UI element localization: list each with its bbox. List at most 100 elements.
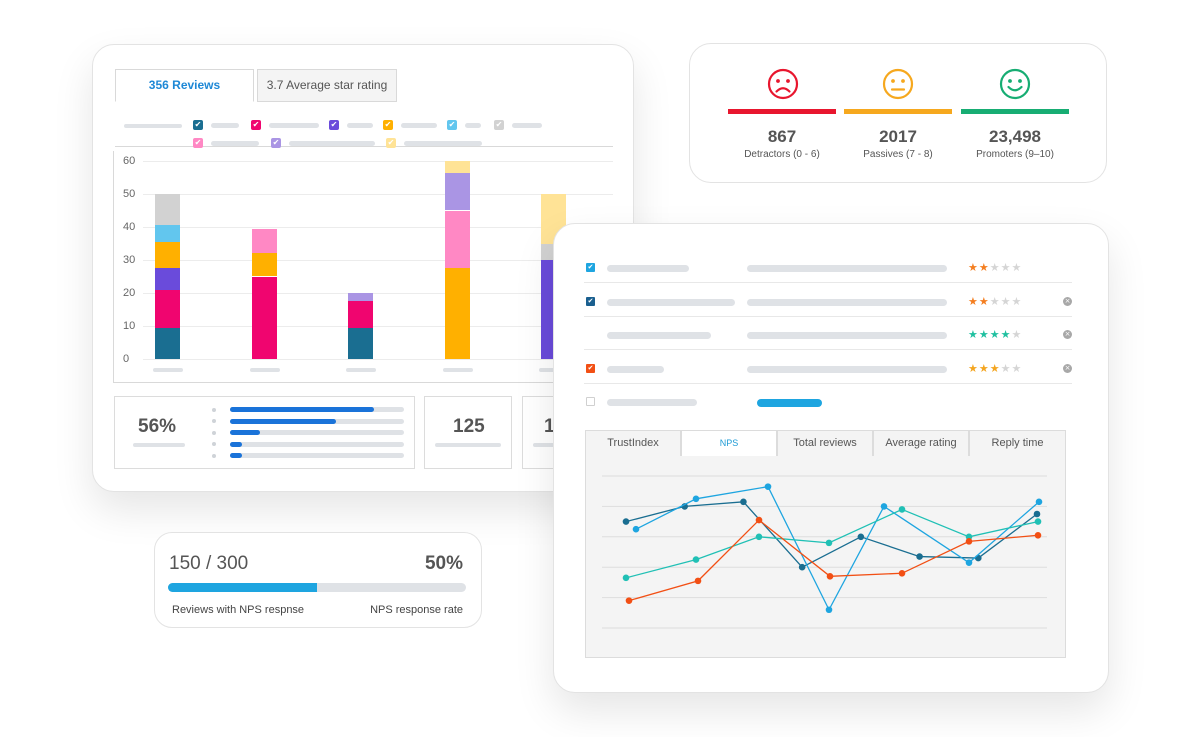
data-point[interactable] xyxy=(1034,531,1042,539)
star-icon: ★ xyxy=(978,294,990,308)
bar-segment[interactable] xyxy=(155,289,180,328)
gridline xyxy=(143,326,613,327)
y-tick-label: 50 xyxy=(123,188,136,200)
bar-segment[interactable] xyxy=(348,327,373,359)
rating-progress-fill xyxy=(230,453,243,458)
bar-segment[interactable] xyxy=(444,268,470,359)
remove-icon[interactable]: × xyxy=(1063,296,1072,306)
data-point[interactable] xyxy=(916,553,923,560)
review-row[interactable]: ✔ ★★★★★ × xyxy=(584,284,1072,317)
bar-segment[interactable] xyxy=(444,210,470,269)
stacked-bar-chart: 0 10 20 30 40 50 60 xyxy=(113,151,635,383)
star-icon: ★ xyxy=(978,261,990,274)
bar-segment[interactable] xyxy=(444,172,470,211)
tab-reviews[interactable]: 356 Reviews xyxy=(115,69,254,102)
tab-nps[interactable]: NPS xyxy=(681,430,777,457)
star-icon: ★ xyxy=(968,328,979,341)
data-point[interactable] xyxy=(1033,510,1041,518)
row-divider xyxy=(584,282,1072,283)
passives-label: Passives (7 - 8) xyxy=(863,149,933,160)
bar-segment[interactable] xyxy=(155,241,180,269)
bar-segment[interactable] xyxy=(251,253,277,277)
review-row[interactable]: ★★★★★ × xyxy=(584,317,1072,350)
data-point[interactable] xyxy=(825,606,833,614)
response-rate-card: 150 / 300 50% Reviews with NPS respnse N… xyxy=(154,532,482,628)
checkbox[interactable] xyxy=(586,397,595,406)
star-icon: ★ xyxy=(989,328,1001,341)
data-point[interactable] xyxy=(632,525,640,533)
checkbox[interactable]: ✔ xyxy=(586,263,595,272)
data-point[interactable] xyxy=(826,573,834,580)
review-row[interactable]: ✔ ★★★★★ × xyxy=(584,351,1072,384)
partial-value: 1 xyxy=(544,416,555,437)
checkbox[interactable]: ✔ xyxy=(586,296,595,306)
data-point[interactable] xyxy=(965,538,973,545)
y-tick-label: 30 xyxy=(123,254,136,266)
remove-icon[interactable]: × xyxy=(1063,330,1072,339)
data-point[interactable] xyxy=(965,533,973,541)
data-point[interactable] xyxy=(825,539,833,547)
response-progress-fill xyxy=(168,583,317,592)
data-point[interactable] xyxy=(692,495,700,503)
percent-value: 56% xyxy=(138,416,177,437)
data-point[interactable] xyxy=(740,498,747,506)
x-tick-placeholder xyxy=(153,368,183,372)
data-point[interactable] xyxy=(764,483,772,490)
data-point[interactable] xyxy=(880,503,888,510)
data-point[interactable] xyxy=(622,518,630,525)
bar-segment[interactable] xyxy=(251,228,277,254)
data-point[interactable] xyxy=(625,597,633,604)
sad-face-icon xyxy=(767,68,799,100)
bar-segment[interactable] xyxy=(251,276,277,359)
data-point[interactable] xyxy=(857,533,865,541)
tab-total-reviews[interactable]: Total reviews xyxy=(777,430,873,457)
bullet-dot xyxy=(212,419,216,423)
data-point[interactable] xyxy=(692,556,700,563)
bar-segment[interactable] xyxy=(155,194,180,226)
bar-segment[interactable] xyxy=(155,327,180,359)
rating-progress-track xyxy=(230,418,404,424)
response-progress-track xyxy=(168,583,466,592)
y-tick-label: 40 xyxy=(123,221,136,233)
star-icon: ★ xyxy=(989,294,1001,308)
nps-response-rate-label: NPS response rate xyxy=(370,604,463,616)
rating-progress-fill xyxy=(230,418,337,424)
tab-average-rating[interactable]: Average rating xyxy=(873,430,969,457)
tab-divider xyxy=(115,146,613,147)
nps-card: 867 Detractors (0 - 6) 2017 Passives (7 … xyxy=(689,43,1107,183)
passive-bar xyxy=(844,109,952,114)
star-rating: ★★★★★ xyxy=(968,261,1022,274)
data-point[interactable] xyxy=(965,559,973,566)
tab-average-rating[interactable]: 3.7 Average star rating xyxy=(257,69,397,102)
review-row[interactable] xyxy=(584,384,1072,417)
star-icon: ★ xyxy=(1011,328,1023,341)
promoters-count: 23,498 xyxy=(989,127,1041,146)
bullet-dot xyxy=(212,442,216,446)
tab-reply-time[interactable]: Reply time xyxy=(969,430,1066,457)
data-point[interactable] xyxy=(898,506,906,513)
bar-segment[interactable] xyxy=(444,161,470,173)
rating-progress-fill xyxy=(230,430,260,435)
bar-segment[interactable] xyxy=(155,268,180,290)
data-point[interactable] xyxy=(694,577,702,585)
data-point[interactable] xyxy=(798,563,806,571)
star-icon: ★ xyxy=(1000,261,1012,274)
bar-segment[interactable] xyxy=(155,225,180,242)
data-point[interactable] xyxy=(1034,518,1042,525)
star-icon: ★ xyxy=(1011,261,1023,274)
check-icon: ✔ xyxy=(271,138,281,148)
remove-icon[interactable]: × xyxy=(1063,363,1072,373)
data-point[interactable] xyxy=(622,574,630,582)
data-point[interactable] xyxy=(755,516,763,524)
tab-trustindex[interactable]: TrustIndex xyxy=(585,430,681,457)
review-row[interactable]: ✔ ★★★★★ xyxy=(584,250,1072,283)
checkbox[interactable]: ✔ xyxy=(586,363,595,373)
bar-segment[interactable] xyxy=(348,293,373,302)
status-pill[interactable] xyxy=(757,399,822,407)
check-icon: ✔ xyxy=(193,138,203,148)
rating-progress-track xyxy=(230,453,404,458)
data-point[interactable] xyxy=(755,533,763,541)
data-point[interactable] xyxy=(1035,498,1043,506)
bar-segment[interactable] xyxy=(348,301,373,328)
data-point[interactable] xyxy=(898,569,906,577)
